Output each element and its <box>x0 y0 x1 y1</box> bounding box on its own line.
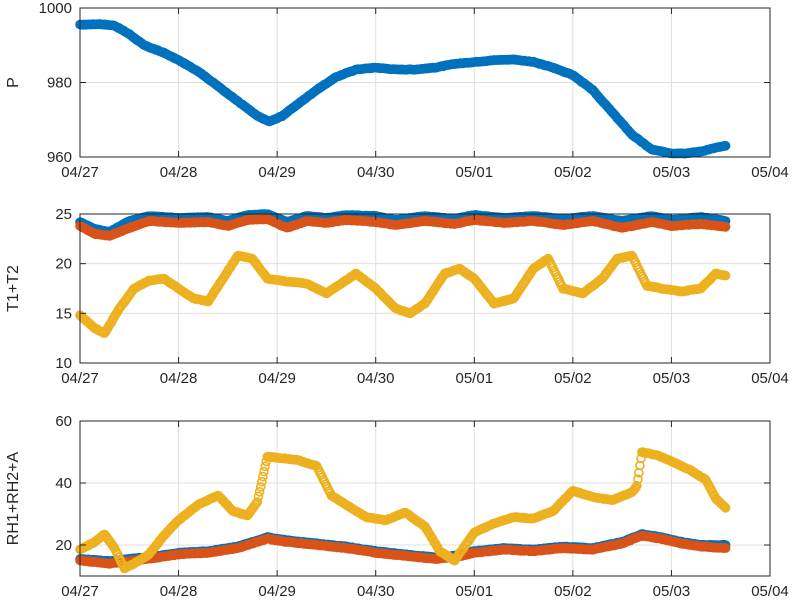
series-3-markers <box>75 250 731 338</box>
y-tick-label: 25 <box>55 206 72 223</box>
x-tick-label: 05/04 <box>751 583 789 600</box>
data-point <box>250 499 260 510</box>
x-tick-label: 04/27 <box>61 370 99 387</box>
y-tick-label: 1000 <box>39 0 72 17</box>
data-point <box>254 486 265 497</box>
x-tick-label: 05/01 <box>456 370 494 387</box>
x-tick-label: 05/04 <box>751 370 789 387</box>
y-tick-label: 20 <box>55 537 72 554</box>
data-point <box>255 482 266 492</box>
y-axis-label: T1+T2 <box>5 265 22 312</box>
x-tick-label: 04/28 <box>160 370 198 387</box>
x-tick-label: 05/01 <box>456 583 494 600</box>
y-tick-label: 15 <box>55 305 72 322</box>
y-tick-label: 20 <box>55 256 72 273</box>
data-point <box>720 543 731 553</box>
x-tick-label: 05/04 <box>751 164 789 181</box>
y-tick-label: 60 <box>55 413 72 430</box>
y-tick-label: 960 <box>47 149 72 166</box>
axes-box <box>79 213 771 364</box>
subplot-1: 04/27 04/28 04/29 04/30 05/01 05/02 05/03 05/04… <box>5 0 789 181</box>
x-tick-label: 04/30 <box>357 164 395 181</box>
x-tick-label: 05/03 <box>653 164 691 181</box>
x-tick-label: 04/30 <box>357 370 395 387</box>
y-axis-label: P <box>5 77 22 88</box>
x-tick-label: 05/01 <box>456 164 494 181</box>
x-tick-label: 04/27 <box>61 583 99 600</box>
y-tick-label: 40 <box>55 475 72 492</box>
y-axis-label: RH1+RH2+A <box>5 451 22 545</box>
x-tick-label: 05/02 <box>554 583 592 600</box>
x-tick-label: 05/03 <box>653 370 691 387</box>
x-tick-label: 04/29 <box>258 583 296 600</box>
data-point <box>252 497 263 507</box>
x-tick-label: 04/29 <box>258 370 296 387</box>
x-tick-label: 05/02 <box>554 370 592 387</box>
subplot-2: 04/27 04/28 04/29 04/30 05/01 05/02 05/03 05/04… <box>5 206 789 387</box>
subplot-3: 04/27 04/28 04/29 04/30 05/01 05/02 05/03 05/04… <box>5 413 789 600</box>
x-tick-label: 04/30 <box>357 583 395 600</box>
data-point <box>258 471 268 482</box>
series-3-markers <box>75 447 731 574</box>
x-tick-label: 04/27 <box>61 164 99 181</box>
y-tick-label: 980 <box>47 75 72 92</box>
data-point <box>256 476 267 487</box>
x-tick-label: 04/28 <box>160 164 198 181</box>
y-tick-label: 10 <box>55 355 72 372</box>
data-point <box>720 222 731 232</box>
data-point <box>259 466 269 477</box>
x-tick-label: 04/28 <box>160 583 198 600</box>
x-tick-label: 05/02 <box>554 164 592 181</box>
series-2-markers <box>75 214 731 241</box>
x-tick-label: 05/03 <box>653 583 691 600</box>
data-point <box>720 141 731 151</box>
data-point <box>720 270 731 281</box>
data-point <box>260 461 270 472</box>
x-tick-label: 04/29 <box>258 164 296 181</box>
data-point <box>253 491 264 502</box>
series-1-markers <box>75 19 731 159</box>
